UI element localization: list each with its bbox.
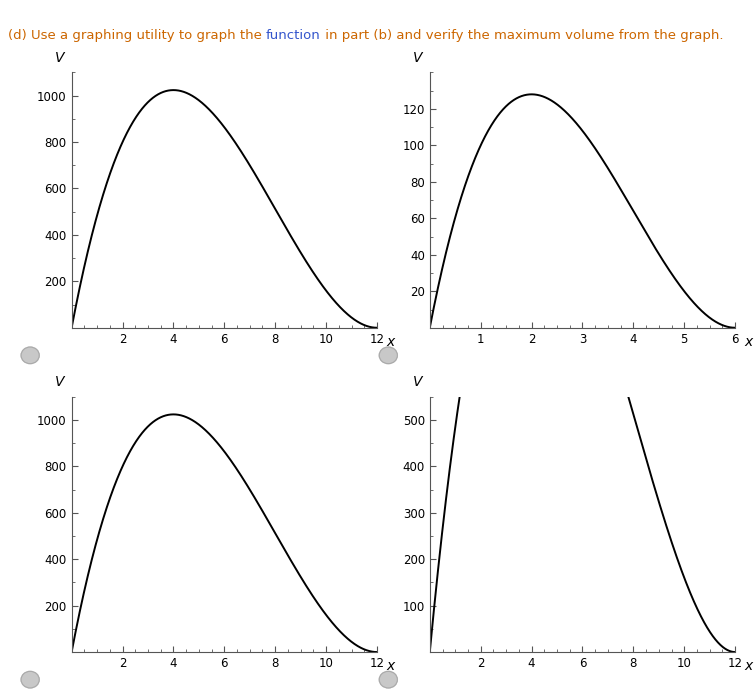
Text: in part (b) and verify the maximum volume from the graph.: in part (b) and verify the maximum volum… xyxy=(321,29,723,42)
Text: V: V xyxy=(55,375,64,389)
Text: (d) Use a graphing utility to graph the: (d) Use a graphing utility to graph the xyxy=(8,29,266,42)
Text: V: V xyxy=(413,51,422,65)
Text: x: x xyxy=(744,659,752,673)
Text: V: V xyxy=(55,51,64,65)
Text: x: x xyxy=(386,335,394,348)
Text: V: V xyxy=(413,375,422,389)
Text: x: x xyxy=(386,659,394,673)
Text: function: function xyxy=(266,29,321,42)
Text: x: x xyxy=(744,335,752,348)
